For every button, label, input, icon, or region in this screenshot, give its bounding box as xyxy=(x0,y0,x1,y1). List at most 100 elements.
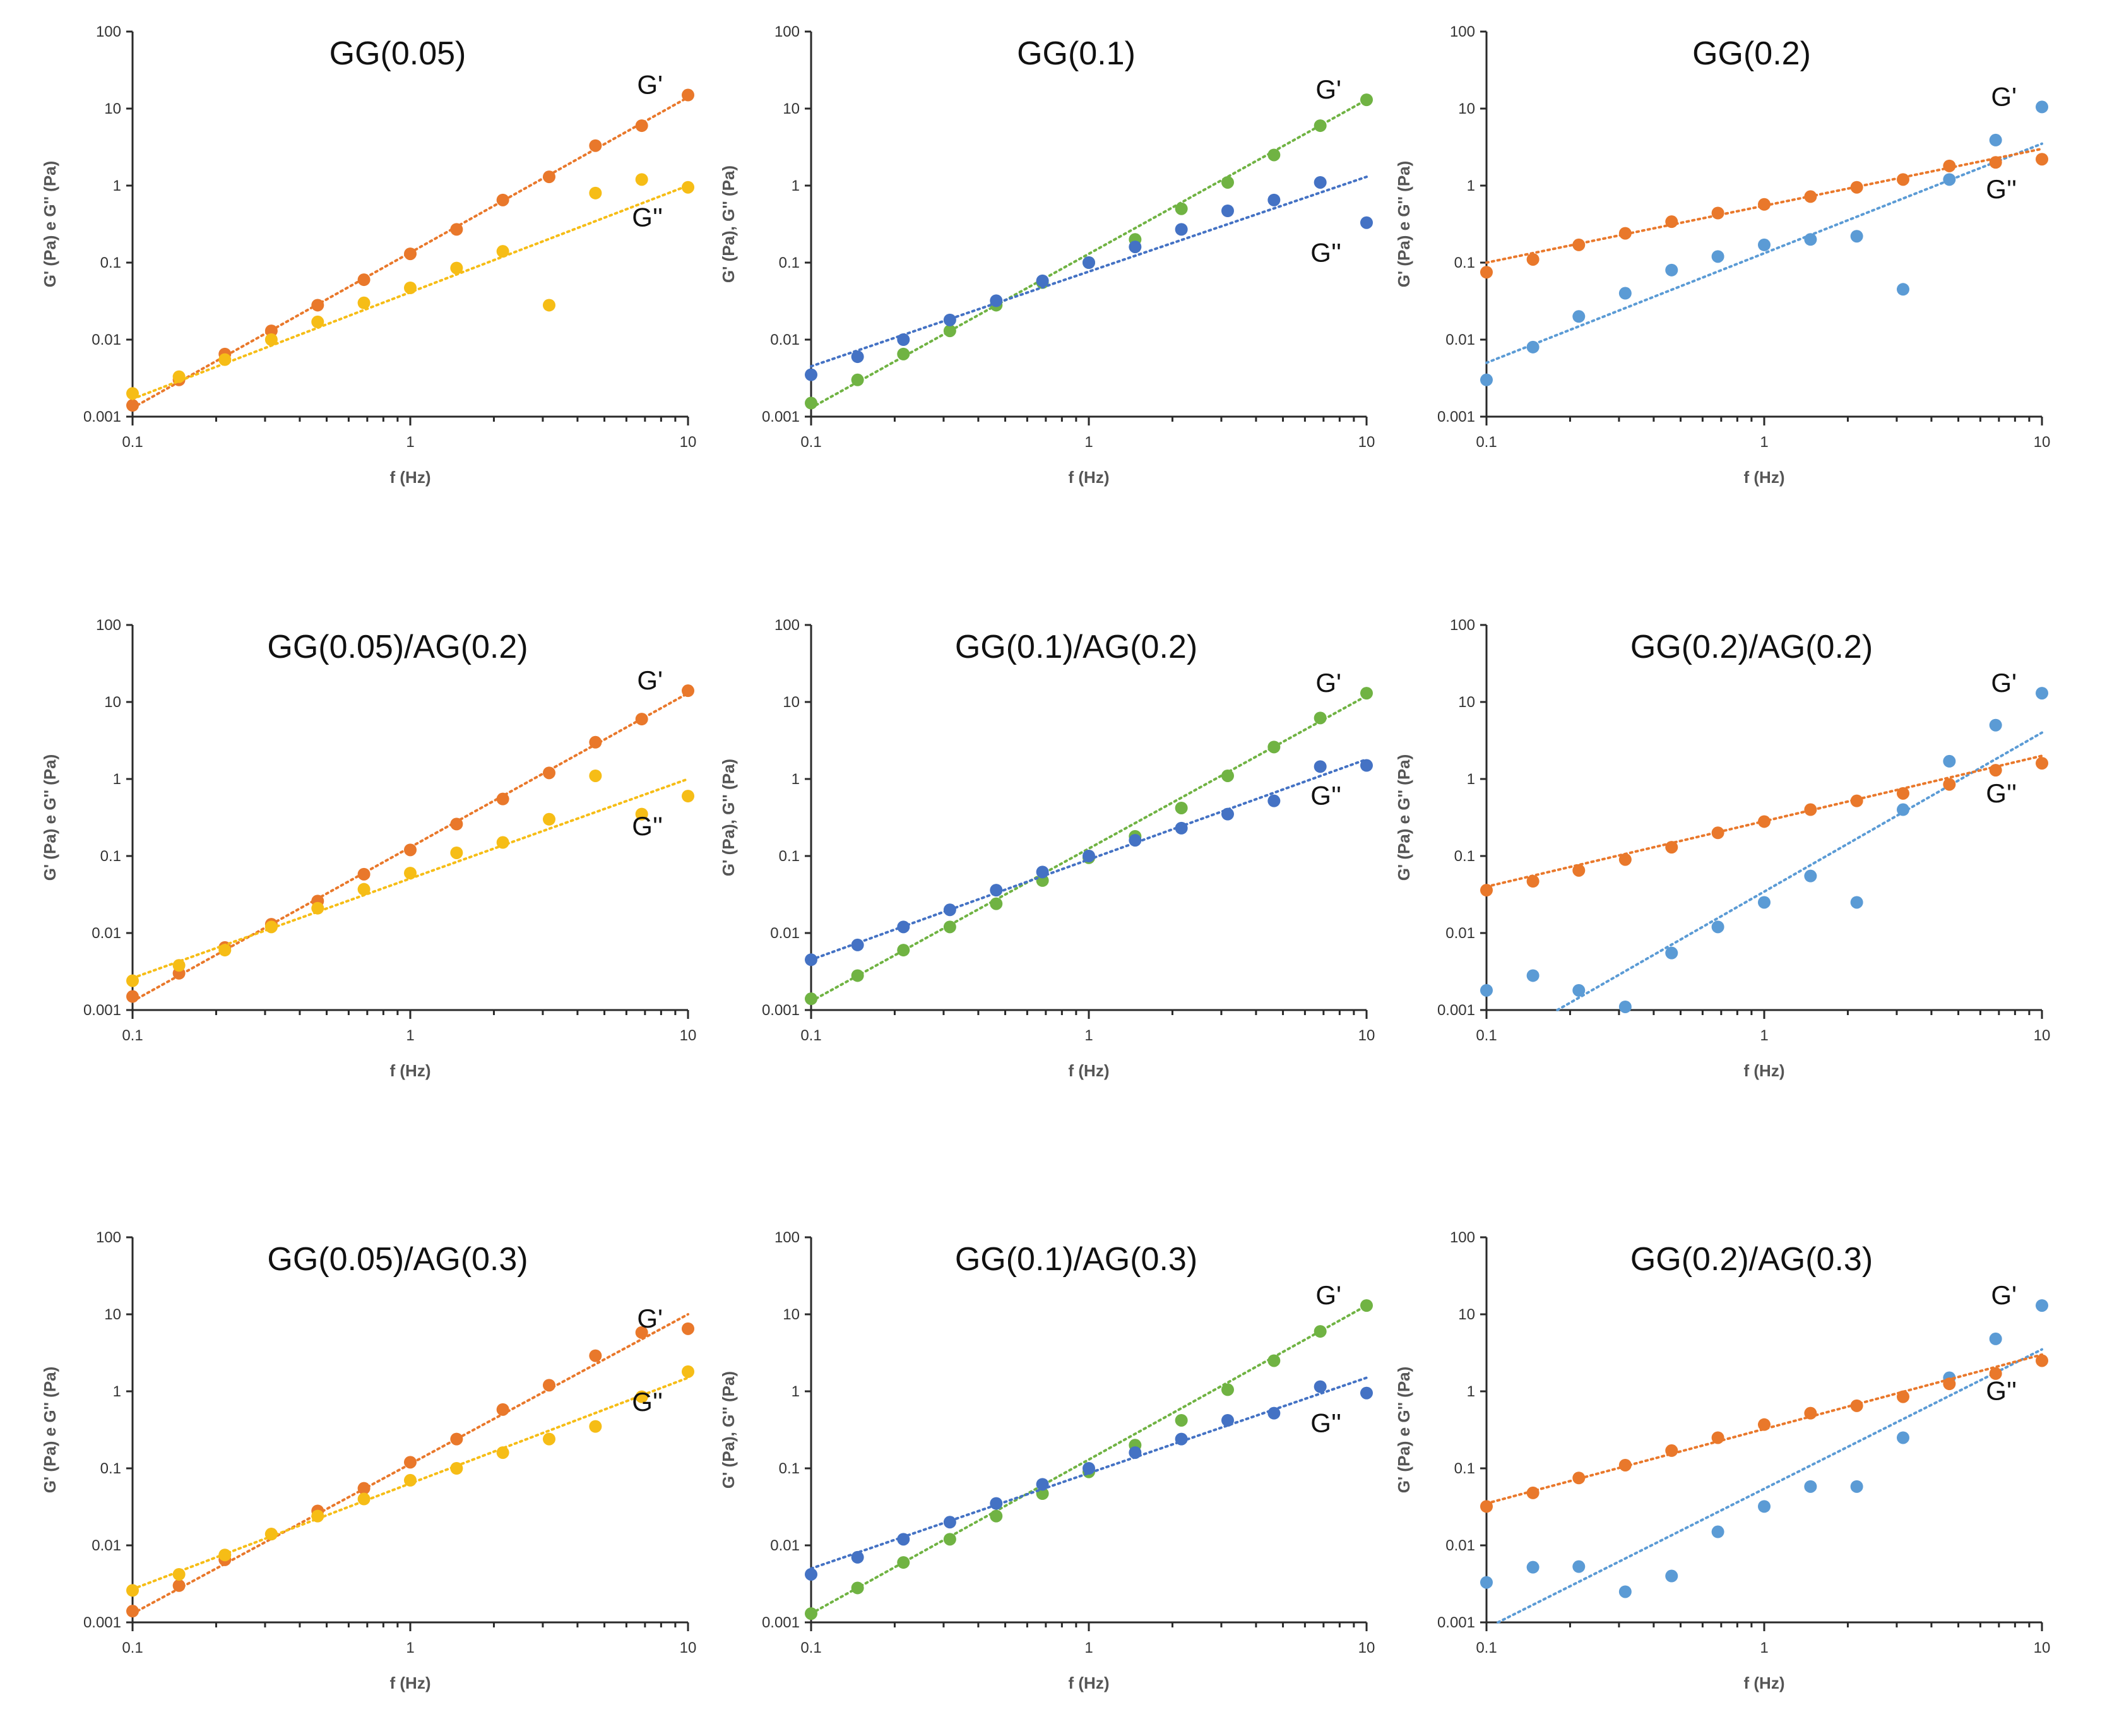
data-point xyxy=(1943,754,1956,768)
x-tick-label: 0.1 xyxy=(1476,1639,1497,1656)
series-label: G' xyxy=(1991,1280,2017,1310)
data-point xyxy=(1480,984,1493,997)
data-point xyxy=(218,1549,232,1562)
chart-svg: 0.001 0.01 0.1 1 10 100 0.1 1 10 f (Hz) G' (Pa), G… xyxy=(719,1229,1375,1692)
data-point xyxy=(589,1349,602,1362)
data-point xyxy=(1360,687,1373,700)
series-label: G'' xyxy=(1986,1376,2017,1405)
x-tick-label: 10 xyxy=(1358,434,1375,451)
data-point xyxy=(1526,253,1540,266)
data-point xyxy=(264,1528,278,1541)
data-point xyxy=(1896,1431,1909,1444)
y-tick-label: 0.1 xyxy=(100,254,121,271)
data-point xyxy=(1036,1478,1049,1491)
series-label: G'' xyxy=(632,811,663,841)
data-point xyxy=(357,867,371,881)
data-point xyxy=(851,938,864,951)
x-tick-label: 1 xyxy=(1084,1027,1093,1044)
panel-title: GG(0.05) xyxy=(329,35,466,72)
data-point xyxy=(1526,1486,1540,1499)
data-point xyxy=(126,399,139,412)
data-point xyxy=(805,396,817,410)
data-point xyxy=(172,1567,186,1581)
data-point xyxy=(311,901,324,915)
data-point xyxy=(1618,1000,1632,1013)
data-point xyxy=(943,324,956,338)
data-point xyxy=(1526,340,1540,354)
data-point xyxy=(1129,834,1142,847)
data-point xyxy=(404,843,417,857)
data-point xyxy=(1314,1325,1327,1338)
data-point xyxy=(851,969,864,982)
data-point xyxy=(1758,1418,1771,1431)
data-point xyxy=(1267,1354,1281,1367)
data-point xyxy=(357,1482,371,1495)
data-point xyxy=(1480,266,1493,279)
data-point xyxy=(542,812,555,826)
data-point xyxy=(2036,1354,2048,1367)
trend-line xyxy=(810,175,1368,368)
chart-svg: 0.001 0.01 0.1 1 10 100 0.1 1 10 f (Hz) G' (Pa) e … xyxy=(1394,23,2050,487)
y-tick-label: 0.1 xyxy=(779,848,800,865)
data-point xyxy=(450,1462,463,1475)
x-tick-label: 0.1 xyxy=(122,434,143,451)
x-tick-label: 0.1 xyxy=(800,1639,821,1656)
data-point xyxy=(1989,1367,2002,1380)
y-tick-label: 10 xyxy=(104,694,121,711)
data-point xyxy=(450,261,463,275)
data-point xyxy=(1083,1462,1095,1475)
data-point xyxy=(404,867,417,880)
data-point xyxy=(1618,287,1632,300)
y-tick-label: 0.001 xyxy=(1437,408,1475,425)
data-point xyxy=(404,247,417,261)
data-point xyxy=(1896,283,1909,296)
data-point xyxy=(1267,148,1281,162)
x-axis-title: f (Hz) xyxy=(1069,1061,1110,1080)
panel-title: GG(0.05)/AG(0.3) xyxy=(267,1241,528,1278)
data-point xyxy=(1480,373,1493,386)
data-point xyxy=(1850,230,1863,243)
data-point xyxy=(943,920,956,934)
data-point xyxy=(897,920,910,934)
y-tick-label: 0.1 xyxy=(100,848,121,865)
data-point xyxy=(1360,759,1373,772)
x-tick-label: 10 xyxy=(1358,1639,1375,1656)
y-tick-label: 0.01 xyxy=(92,925,121,942)
data-point xyxy=(496,1403,509,1416)
data-point xyxy=(404,282,417,295)
data-point xyxy=(1804,1480,1817,1493)
y-tick-label: 10 xyxy=(1458,100,1475,117)
data-point xyxy=(1896,803,1909,816)
x-tick-label: 0.1 xyxy=(122,1027,143,1044)
data-point xyxy=(1083,256,1095,269)
data-point xyxy=(1221,769,1234,782)
data-point xyxy=(311,315,324,328)
trend-line xyxy=(810,98,1368,410)
x-tick-label: 0.1 xyxy=(800,1027,821,1044)
chart-panel: 0.001 0.01 0.1 1 10 100 0.1 1 10 f (Hz) G' (Pa), G… xyxy=(704,606,1385,1124)
data-point xyxy=(172,959,186,972)
series-label: G' xyxy=(637,665,663,695)
data-point xyxy=(1526,1561,1540,1574)
y-tick-label: 10 xyxy=(783,100,800,117)
data-point xyxy=(1804,869,1817,883)
data-point xyxy=(682,181,694,194)
data-point xyxy=(990,884,1003,897)
data-point xyxy=(1221,807,1234,821)
y-tick-label: 100 xyxy=(1450,23,1475,40)
series-label: G'' xyxy=(1986,778,2017,808)
trend-line xyxy=(810,1304,1368,1615)
x-axis-title: f (Hz) xyxy=(1744,1061,1785,1080)
data-point xyxy=(1665,946,1678,960)
series-label: G' xyxy=(1315,1280,1341,1310)
data-point xyxy=(1850,181,1863,194)
chart-panel: 0.001 0.01 0.1 1 10 100 0.1 1 10 f (Hz) G' (Pa) e … xyxy=(25,606,707,1124)
y-tick-label: 0.001 xyxy=(1437,1002,1475,1019)
data-point xyxy=(1850,1399,1863,1412)
data-point xyxy=(851,373,864,386)
data-point xyxy=(126,990,139,1003)
data-point xyxy=(851,350,864,364)
data-point xyxy=(1618,1585,1632,1598)
x-tick-label: 10 xyxy=(680,434,697,451)
